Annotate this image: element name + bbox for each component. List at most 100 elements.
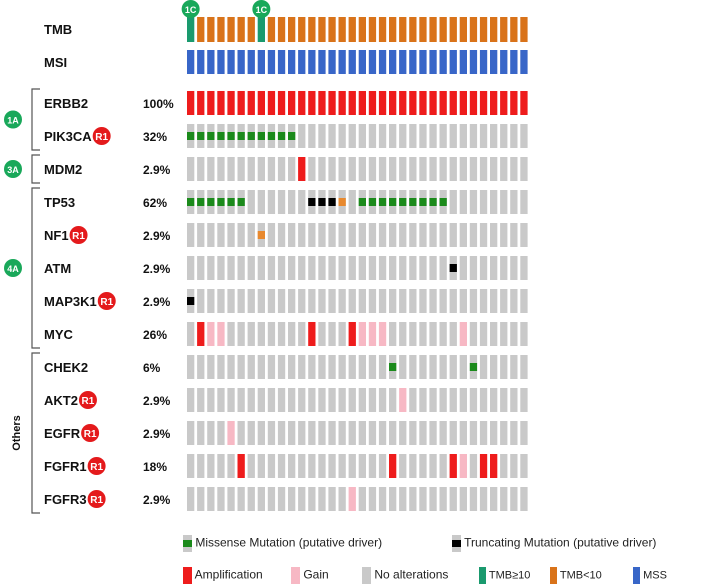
cell-akt2-2 (207, 388, 215, 412)
cell-erbb2-6 (247, 91, 255, 115)
cell-nf1-15 (338, 223, 346, 247)
cell-pik3ca-26 (449, 124, 457, 148)
cell-atm-29 (479, 256, 488, 280)
cell-chek2-23 (419, 355, 427, 379)
cell-mdm2-17 (358, 157, 366, 181)
cell-atm-16 (348, 256, 356, 280)
cell-erbb2-8 (267, 91, 276, 115)
cell-fgfr1-4 (227, 454, 235, 478)
cell-map3k1-4 (227, 289, 235, 313)
cell-map3k1-23 (419, 289, 427, 313)
cell-chek2-27 (459, 355, 467, 379)
pct-label-chek2: 6% (143, 361, 161, 375)
cell-atm-30 (490, 256, 498, 280)
cell-mdm2-19 (378, 157, 387, 181)
cell-fgfr1-22 (409, 454, 417, 478)
cell-atm-27 (459, 256, 467, 280)
cell-nf1-17 (358, 223, 366, 247)
cell-fgfr3-20 (389, 487, 397, 511)
cell-nf1-33 (520, 223, 528, 247)
cell-map3k1-9 (277, 289, 286, 313)
cell-pik3ca-19 (378, 124, 387, 148)
cell-nf1-16 (348, 223, 356, 247)
cell-chek2-24 (429, 355, 437, 379)
cell-map3k1-33 (520, 289, 528, 313)
cell-tp53-31 (500, 190, 508, 214)
cell-msi-30 (490, 50, 498, 74)
cell-tp53-27 (459, 190, 467, 214)
cell-atm-25 (439, 256, 447, 280)
cell-tmb-17 (358, 17, 366, 42)
cell-akt2-10 (288, 388, 296, 412)
cell-fgfr1-17 (358, 454, 366, 478)
missense-mark-tp53-0 (187, 198, 195, 206)
cell-map3k1-21 (399, 289, 407, 313)
cell-fgfr1-28 (469, 454, 478, 478)
cell-map3k1-31 (500, 289, 508, 313)
cell-msi-18 (368, 50, 377, 74)
cell-myc-4 (227, 322, 235, 346)
cell-fgfr1-32 (510, 454, 518, 478)
cell-pik3ca-27 (459, 124, 467, 148)
cell-msi-2 (207, 50, 215, 74)
cell-nf1-14 (328, 223, 336, 247)
cell-tp53-33 (520, 190, 528, 214)
cell-myc-3 (217, 322, 225, 346)
cell-fgfr3-14 (328, 487, 336, 511)
cell-fgfr3-17 (358, 487, 366, 511)
cell-atm-10 (288, 256, 296, 280)
pct-label-pik3ca: 32% (143, 130, 167, 144)
cell-akt2-11 (298, 388, 306, 412)
cell-mdm2-15 (338, 157, 346, 181)
cell-erbb2-12 (308, 91, 316, 115)
tmb-badge-1 (252, 0, 271, 18)
truncating-mark-atm-26 (449, 264, 457, 272)
cell-fgfr1-0 (187, 454, 195, 478)
legend-missense-label: Missense Mutation (putative driver) (195, 535, 383, 550)
cell-akt2-8 (267, 388, 276, 412)
r1-badge-pik3ca (92, 127, 111, 145)
cell-msi-3 (217, 50, 225, 74)
cell-tmb-21 (399, 17, 407, 42)
cell-fgfr3-4 (227, 487, 235, 511)
cell-akt2-9 (277, 388, 286, 412)
missense-mark-chek2-20 (389, 363, 397, 371)
r1-badge-label-fgfr1: R1 (90, 462, 103, 473)
legend-missense-swatch (183, 535, 192, 552)
cell-mdm2-12 (308, 157, 316, 181)
cell-msi-27 (459, 50, 467, 74)
cell-nf1-12 (308, 223, 316, 247)
cell-fgfr1-33 (520, 454, 528, 478)
cell-map3k1-30 (490, 289, 498, 313)
cell-egfr-18 (368, 421, 377, 445)
cell-erbb2-3 (217, 91, 225, 115)
cell-atm-17 (358, 256, 366, 280)
cell-nf1-1 (197, 223, 205, 247)
cell-tmb-6 (247, 17, 255, 42)
cell-chek2-30 (490, 355, 498, 379)
cell-erbb2-18 (368, 91, 377, 115)
cell-erbb2-31 (500, 91, 508, 115)
cell-atm-19 (378, 256, 387, 280)
cell-akt2-26 (449, 388, 457, 412)
cell-fgfr1-30 (490, 454, 498, 478)
cell-fgfr1-2 (207, 454, 215, 478)
cell-egfr-5 (237, 421, 245, 445)
missense-mark-pik3ca-5 (237, 132, 245, 140)
cell-fgfr3-10 (288, 487, 296, 511)
legend-gain-swatch (291, 567, 300, 584)
missense-mark-pik3ca-9 (277, 132, 286, 140)
pct-label-egfr: 2.9% (143, 427, 171, 441)
gene-label-tp53: TP53 (44, 195, 75, 210)
cell-tp53-6 (247, 190, 255, 214)
cell-akt2-6 (247, 388, 255, 412)
cell-fgfr1-15 (338, 454, 346, 478)
cell-atm-12 (308, 256, 316, 280)
cell-mdm2-4 (227, 157, 235, 181)
cell-erbb2-0 (187, 91, 195, 115)
cell-tmb-12 (308, 17, 316, 42)
cell-erbb2-21 (399, 91, 407, 115)
cell-erbb2-4 (227, 91, 235, 115)
cell-fgfr1-29 (479, 454, 488, 478)
cell-egfr-8 (267, 421, 276, 445)
